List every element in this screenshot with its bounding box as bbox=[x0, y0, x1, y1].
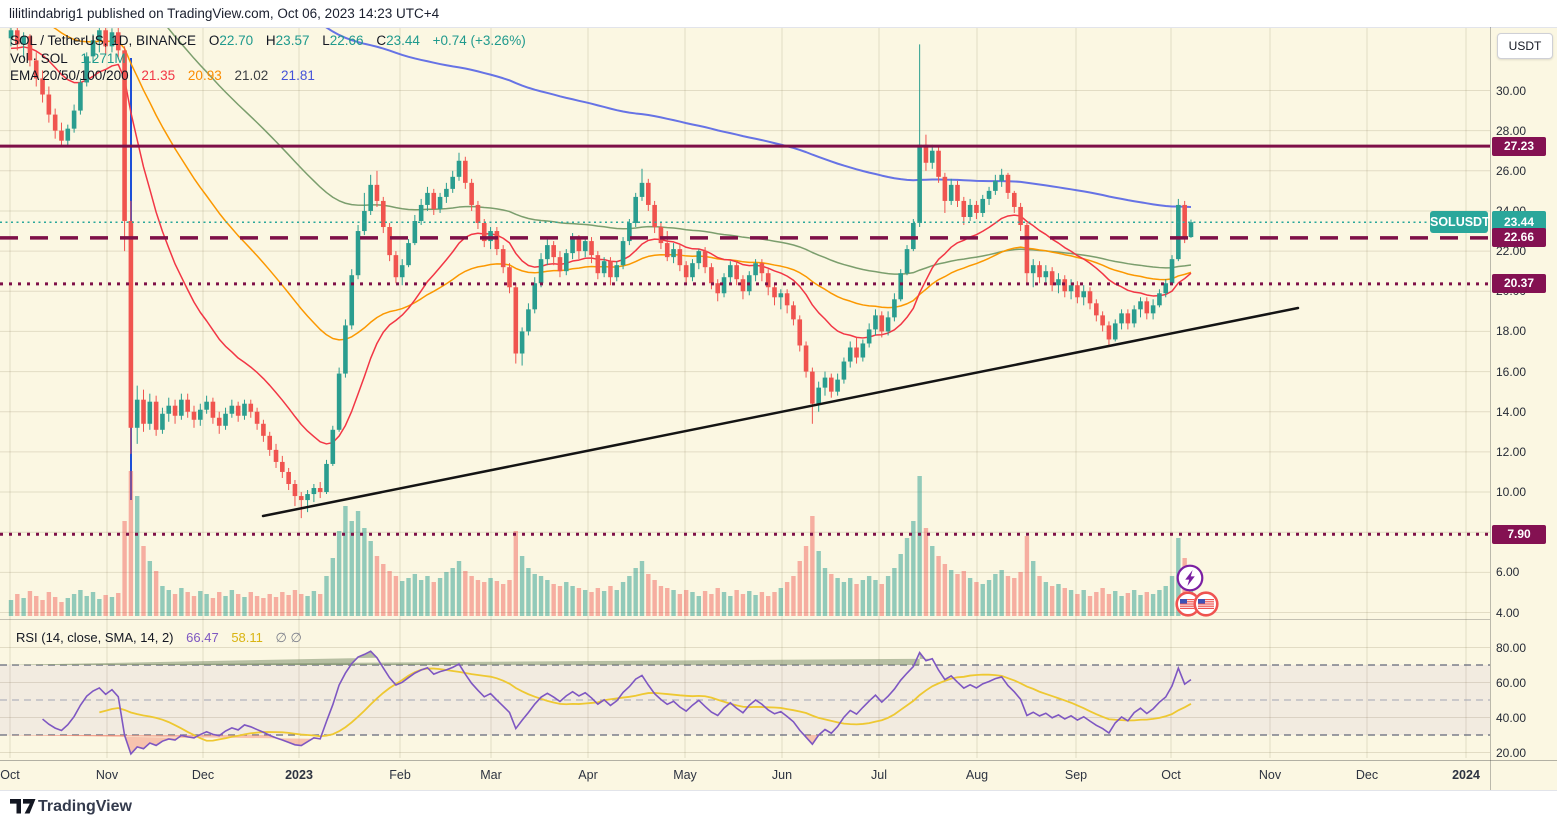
time-tick-Oct: Oct bbox=[1161, 768, 1181, 782]
candlesticks bbox=[8, 28, 1194, 519]
time-tick-May: May bbox=[673, 768, 697, 782]
change-value: +0.74 (+3.26%) bbox=[432, 33, 526, 48]
grid-lines bbox=[0, 28, 1490, 758]
price-tag-22.66: 22.66 bbox=[1492, 228, 1546, 248]
time-tick-Dec: Dec bbox=[191, 768, 215, 782]
symbol-price-chip: SOLUSDT bbox=[1430, 211, 1490, 234]
ema-50-line[interactable] bbox=[11, 27, 1192, 341]
volume-legend[interactable]: Vol · SOL 1.271M bbox=[10, 51, 126, 66]
trendline-annotation[interactable] bbox=[261, 306, 1300, 518]
time-tick-Feb: Feb bbox=[389, 768, 411, 782]
price-axis[interactable] bbox=[1490, 27, 1491, 790]
lightning-event-icon[interactable] bbox=[1176, 564, 1204, 592]
time-tick-Apr: Apr bbox=[578, 768, 598, 782]
close-value: 23.44 bbox=[386, 33, 420, 48]
us-flag-event-icon-1[interactable] bbox=[1175, 591, 1201, 617]
ema20-value: 21.35 bbox=[141, 68, 176, 83]
price-tag-27.23: 27.23 bbox=[1492, 136, 1546, 156]
tradingview-wordmark[interactable]: TradingView bbox=[38, 798, 132, 815]
price-tick-4.00: 4.00 bbox=[1496, 605, 1520, 620]
rsi-tick-20.00: 20.00 bbox=[1496, 745, 1527, 760]
price-tick-16.00: 16.00 bbox=[1496, 364, 1527, 379]
time-tick-2024: 2024 bbox=[1452, 768, 1480, 782]
price-tag-23.44: 23.44 bbox=[1492, 211, 1546, 234]
rsi-pane bbox=[1, 650, 1192, 756]
rsi-band bbox=[0, 664, 1490, 736]
price-tag-7.90: 7.90 bbox=[1492, 524, 1546, 544]
time-tick-Jul: Jul bbox=[871, 768, 887, 782]
open-label: O bbox=[208, 33, 220, 48]
ema-200-line[interactable] bbox=[11, 27, 1191, 208]
price-tick-28.00: 28.00 bbox=[1496, 123, 1527, 138]
time-tick-Mar: Mar bbox=[480, 768, 502, 782]
price-tick-26.00: 26.00 bbox=[1496, 163, 1527, 178]
rsi-label[interactable]: RSI (14, close, SMA, 14, 2) bbox=[16, 630, 174, 645]
publish-header-bar: lilitlindabrig1 published on TradingView… bbox=[0, 0, 1557, 28]
price-tick-22.00: 22.00 bbox=[1496, 244, 1527, 259]
footer-bar: TradingView bbox=[0, 790, 1557, 823]
symbol-legend[interactable]: SOL / TetherUS, 1D, BINANCE O22.70 H23.5… bbox=[10, 33, 526, 48]
rsi-tick-40.00: 40.00 bbox=[1496, 710, 1527, 725]
price-chart-canvas[interactable] bbox=[0, 27, 1490, 760]
rsi-line[interactable] bbox=[42, 650, 1192, 756]
low-value: 22.66 bbox=[329, 33, 364, 48]
price-tag-20.37: 20.37 bbox=[1492, 274, 1546, 294]
us-flag-event-icon-2[interactable] bbox=[1193, 591, 1219, 617]
close-label: C bbox=[376, 33, 387, 48]
rsi-extra-values: ∅ ∅ bbox=[275, 630, 302, 645]
price-tick-30.00: 30.00 bbox=[1496, 83, 1527, 98]
price-tick-12.00: 12.00 bbox=[1496, 444, 1527, 459]
time-tick-Nov: Nov bbox=[1258, 768, 1282, 782]
high-value: 23.57 bbox=[275, 33, 310, 48]
rsi-tick-80.00: 80.00 bbox=[1496, 640, 1527, 655]
time-tick-2023: 2023 bbox=[285, 768, 313, 782]
time-axis[interactable]: Oct Nov Dec 2023 Feb Mar Apr May Jun Jul Aug Sep Oct… bbox=[0, 760, 1557, 791]
rsi-tick-60.00: 60.00 bbox=[1496, 675, 1527, 690]
rsi-value: 66.47 bbox=[186, 630, 219, 645]
ema-20-line[interactable] bbox=[10, 46, 1192, 445]
time-tick-Jun: Jun bbox=[771, 768, 793, 782]
rsi-legend[interactable]: RSI (14, close, SMA, 14, 2) 66.47 58.11 … bbox=[16, 630, 302, 646]
time-tick-Aug: Aug bbox=[965, 768, 989, 782]
price-tick-10.00: 10.00 bbox=[1496, 485, 1527, 500]
tradingview-logo-icon[interactable] bbox=[10, 799, 37, 815]
price-tick-14.00: 14.00 bbox=[1496, 404, 1527, 419]
high-label: H bbox=[265, 33, 276, 48]
ema200-value: 21.81 bbox=[281, 68, 315, 83]
ema-legend[interactable]: EMA 20/50/100/200 21.35 20.93 21.02 21.8… bbox=[10, 68, 315, 83]
volume-value: 1.271M bbox=[80, 51, 126, 66]
ema-100-line[interactable] bbox=[11, 27, 1192, 275]
rsi-sma-value: 58.11 bbox=[231, 630, 263, 645]
publish-text: lilitlindabrig1 published on TradingView… bbox=[9, 6, 440, 21]
open-value: 22.70 bbox=[219, 33, 254, 48]
volume-label[interactable]: Vol · SOL bbox=[10, 51, 68, 66]
low-label: L bbox=[322, 33, 330, 48]
rsi-sma-line[interactable] bbox=[99, 667, 1192, 742]
ema50-value: 20.93 bbox=[187, 68, 222, 83]
pane-separator[interactable] bbox=[0, 619, 1490, 620]
volume-bars bbox=[8, 471, 1194, 616]
ema100-value: 21.02 bbox=[234, 68, 269, 83]
price-tick-6.00: 6.00 bbox=[1496, 565, 1520, 580]
price-tick-18.00: 18.00 bbox=[1496, 324, 1527, 339]
ema-label[interactable]: EMA 20/50/100/200 bbox=[10, 68, 129, 83]
time-tick-Oct: Oct bbox=[0, 768, 20, 782]
currency-toggle-button[interactable]: USDT bbox=[1497, 33, 1553, 59]
symbol-title[interactable]: SOL / TetherUS, 1D, BINANCE bbox=[10, 33, 197, 48]
time-tick-Nov: Nov bbox=[95, 768, 119, 782]
time-tick-Sep: Sep bbox=[1064, 768, 1088, 782]
time-tick-Dec: Dec bbox=[1355, 768, 1379, 782]
